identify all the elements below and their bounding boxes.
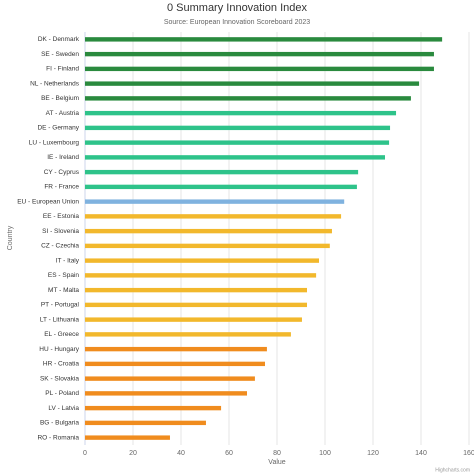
bar bbox=[85, 155, 385, 160]
y-axis-title: Country bbox=[7, 225, 14, 250]
y-tick-label: PT - Portugal bbox=[41, 302, 80, 309]
y-tick-label: LU - Luxembourg bbox=[29, 139, 80, 146]
y-tick-label: BE - Belgium bbox=[41, 95, 79, 102]
bar bbox=[85, 332, 291, 337]
bar bbox=[85, 51, 434, 57]
y-tick-label: PL - Poland bbox=[45, 390, 79, 397]
y-tick-label: SE - Sweden bbox=[41, 51, 79, 58]
x-tick-label: 80 bbox=[273, 450, 281, 457]
bar bbox=[85, 258, 319, 263]
y-tick-label: FI - Finland bbox=[46, 66, 79, 73]
x-tick-label: 120 bbox=[367, 450, 379, 457]
y-tick-label: EU - European Union bbox=[17, 198, 79, 205]
bar bbox=[85, 273, 317, 278]
bar bbox=[85, 37, 443, 42]
y-tick-label: AT - Austria bbox=[46, 110, 80, 117]
y-tick-label: CZ - Czechia bbox=[41, 243, 79, 250]
y-tick-label: IT - Italy bbox=[56, 257, 80, 264]
y-tick-label: EL - Greece bbox=[44, 331, 79, 338]
bar bbox=[85, 140, 390, 145]
bar bbox=[85, 228, 332, 234]
bar bbox=[85, 376, 255, 381]
y-tick-label: DK - Denmark bbox=[38, 36, 80, 43]
y-tick-label: DE - Germany bbox=[37, 125, 79, 132]
x-tick-label: 40 bbox=[177, 450, 185, 457]
bar bbox=[85, 214, 342, 219]
bar bbox=[85, 184, 357, 190]
bar bbox=[85, 405, 222, 411]
x-tick-label: 160 bbox=[463, 450, 474, 457]
x-tick-label: 140 bbox=[415, 450, 427, 457]
x-tick-label: 20 bbox=[129, 450, 137, 457]
bar bbox=[85, 435, 170, 440]
bar bbox=[85, 243, 330, 249]
y-tick-label: SK - Slovakia bbox=[40, 375, 79, 382]
bar bbox=[85, 66, 434, 72]
y-tick-label: CY - Cyprus bbox=[44, 169, 80, 176]
y-tick-label: FR - France bbox=[44, 184, 79, 191]
bar bbox=[85, 346, 267, 352]
y-tick-label: MT - Malta bbox=[48, 287, 79, 294]
y-tick-label: SI - Slovenia bbox=[42, 228, 79, 235]
x-axis-title: Value bbox=[268, 459, 285, 466]
y-tick-label: HR - Croatia bbox=[43, 361, 80, 368]
bar bbox=[85, 420, 206, 426]
chart-subtitle: Source: European Innovation Scoreboard 2… bbox=[164, 19, 310, 26]
bar bbox=[85, 391, 247, 396]
x-tick-label: 100 bbox=[319, 450, 331, 457]
y-tick-label: EE - Estonia bbox=[43, 213, 80, 220]
bar bbox=[85, 287, 307, 293]
credit: Highcharts.com bbox=[435, 467, 470, 473]
bar bbox=[85, 110, 397, 116]
bar bbox=[85, 125, 391, 131]
y-tick-label: ES - Spain bbox=[48, 272, 79, 279]
bar bbox=[85, 199, 345, 204]
y-tick-label: RO - Romania bbox=[37, 434, 79, 441]
x-tick-label: 0 bbox=[83, 450, 87, 457]
bar bbox=[85, 169, 359, 175]
y-tick-label: LV - Latvia bbox=[48, 405, 79, 412]
bar bbox=[85, 361, 265, 367]
x-tick-label: 60 bbox=[225, 450, 233, 457]
y-tick-label: NL - Netherlands bbox=[30, 80, 80, 87]
y-tick-label: HU - Hungary bbox=[39, 346, 79, 353]
y-tick-label: IE - Ireland bbox=[47, 154, 79, 161]
bar bbox=[85, 317, 302, 322]
y-tick-label: LT - Lithuania bbox=[40, 316, 80, 323]
chart-title: 0 Summary Innovation Index bbox=[167, 2, 308, 14]
bar bbox=[85, 81, 420, 86]
bar bbox=[85, 96, 411, 101]
bar bbox=[85, 302, 307, 308]
y-tick-label: BG - Bulgaria bbox=[40, 420, 79, 427]
